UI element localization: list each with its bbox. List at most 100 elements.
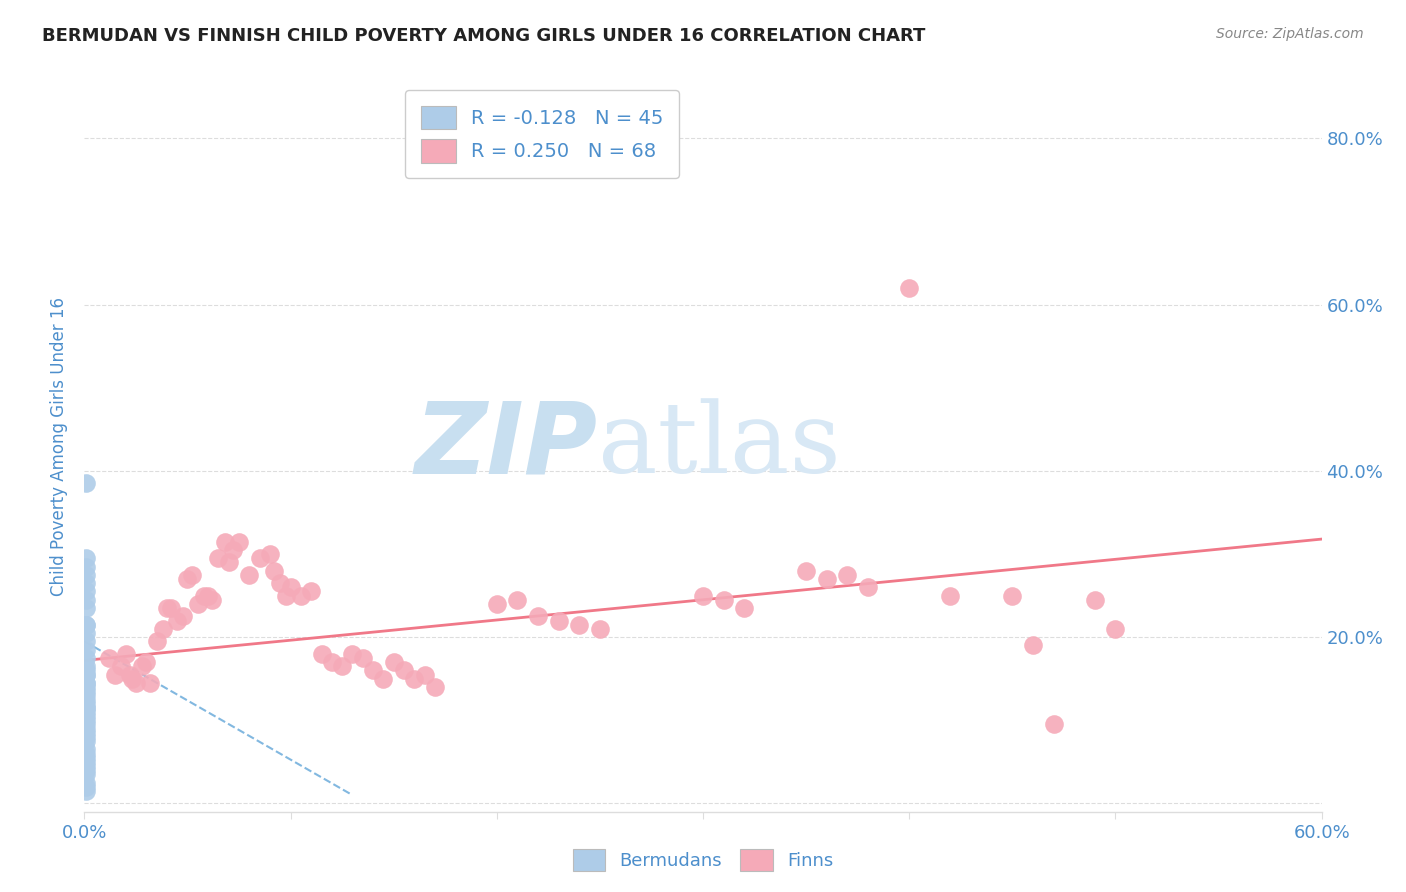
Point	[75, 601, 97, 615]
Point	[222, 542, 245, 557]
Point	[160, 601, 183, 615]
Legend: Bermudans, Finns: Bermudans, Finns	[565, 842, 841, 879]
Point	[382, 655, 405, 669]
Point	[228, 534, 250, 549]
Point	[837, 567, 859, 582]
Point	[75, 697, 97, 711]
Point	[75, 642, 97, 657]
Point	[75, 617, 97, 632]
Point	[259, 547, 281, 561]
Point	[187, 597, 209, 611]
Point	[75, 659, 97, 673]
Point	[321, 655, 343, 669]
Point	[75, 689, 97, 703]
Point	[589, 622, 612, 636]
Point	[75, 730, 97, 744]
Point	[280, 580, 302, 594]
Point	[156, 601, 179, 615]
Point	[330, 659, 353, 673]
Point	[172, 609, 194, 624]
Point	[856, 580, 879, 594]
Point	[263, 564, 285, 578]
Point	[423, 680, 446, 694]
Point	[75, 592, 97, 607]
Text: Source: ZipAtlas.com: Source: ZipAtlas.com	[1216, 27, 1364, 41]
Point	[75, 755, 97, 769]
Point	[75, 725, 97, 739]
Point	[104, 667, 127, 681]
Point	[75, 767, 97, 781]
Point	[1084, 592, 1107, 607]
Point	[193, 589, 215, 603]
Point	[75, 626, 97, 640]
Point	[197, 589, 219, 603]
Point	[249, 551, 271, 566]
Point	[75, 617, 97, 632]
Point	[527, 609, 550, 624]
Point	[75, 551, 97, 566]
Point	[276, 589, 298, 603]
Point	[238, 567, 260, 582]
Point	[815, 572, 838, 586]
Point	[139, 676, 162, 690]
Point	[75, 722, 97, 736]
Point	[75, 692, 97, 706]
Point	[1001, 589, 1024, 603]
Point	[506, 592, 529, 607]
Point	[269, 576, 291, 591]
Point	[75, 784, 97, 798]
Text: atlas: atlas	[598, 398, 841, 494]
Point	[75, 742, 97, 756]
Point	[75, 634, 97, 648]
Point	[1104, 622, 1126, 636]
Point	[1022, 639, 1045, 653]
Point	[135, 655, 157, 669]
Point	[75, 664, 97, 678]
Point	[75, 750, 97, 764]
Text: ZIP: ZIP	[415, 398, 598, 494]
Point	[75, 676, 97, 690]
Point	[75, 780, 97, 794]
Point	[361, 664, 384, 678]
Point	[125, 676, 148, 690]
Point	[166, 614, 188, 628]
Point	[733, 601, 755, 615]
Point	[110, 659, 132, 673]
Point	[75, 667, 97, 681]
Point	[299, 584, 322, 599]
Point	[201, 592, 224, 607]
Point	[180, 567, 202, 582]
Point	[75, 714, 97, 728]
Point	[75, 734, 97, 748]
Point	[75, 559, 97, 574]
Point	[75, 759, 97, 773]
Point	[75, 684, 97, 698]
Point	[75, 576, 97, 591]
Point	[290, 589, 312, 603]
Point	[121, 672, 143, 686]
Point	[75, 747, 97, 761]
Point	[152, 622, 174, 636]
Legend: R = -0.128   N = 45, R = 0.250   N = 68: R = -0.128 N = 45, R = 0.250 N = 68	[405, 90, 679, 178]
Point	[404, 672, 426, 686]
Point	[342, 647, 364, 661]
Point	[207, 551, 229, 566]
Point	[568, 617, 591, 632]
Point	[485, 597, 508, 611]
Point	[547, 614, 569, 628]
Y-axis label: Child Poverty Among Girls Under 16: Child Poverty Among Girls Under 16	[51, 296, 69, 596]
Point	[713, 592, 735, 607]
Point	[75, 717, 97, 731]
Point	[692, 589, 714, 603]
Point	[75, 476, 97, 491]
Point	[75, 709, 97, 723]
Point	[1042, 717, 1064, 731]
Point	[98, 651, 121, 665]
Point	[939, 589, 962, 603]
Point	[75, 775, 97, 789]
Point	[75, 651, 97, 665]
Point	[352, 651, 374, 665]
Point	[118, 667, 141, 681]
Point	[75, 680, 97, 694]
Point	[145, 634, 167, 648]
